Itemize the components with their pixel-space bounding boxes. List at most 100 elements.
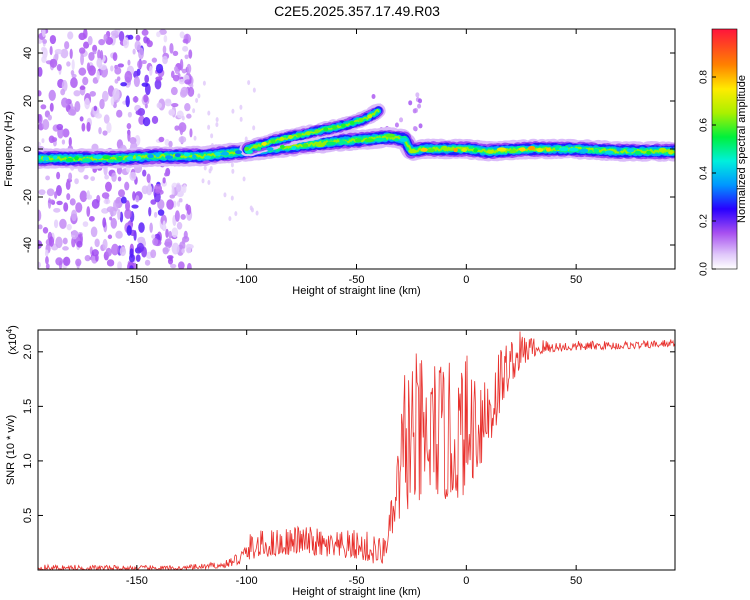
noise-cell: [59, 218, 67, 229]
noise-cell: [239, 116, 243, 122]
noise-cell: [230, 162, 234, 168]
spectrogram-ytick-label: 0: [22, 146, 34, 152]
noise-cell: [155, 63, 164, 74]
noise-cell: [174, 68, 180, 75]
noise-cell: [38, 261, 41, 268]
noise-cell: [117, 176, 122, 182]
colorbar-tick-label: 0.6: [699, 118, 710, 132]
ridge-peak: [569, 147, 579, 152]
noise-cell: [177, 261, 185, 269]
noise-cell: [84, 254, 91, 262]
noise-cell: [112, 88, 120, 100]
noise-cell: [117, 63, 125, 68]
noise-cell: [119, 211, 124, 223]
noise-cell: [157, 209, 165, 216]
noise-cell: [103, 33, 108, 42]
noise-cell: [207, 124, 211, 130]
noise-cell: [202, 80, 206, 86]
noise-cell: [127, 34, 134, 40]
noise-cell: [78, 67, 87, 76]
noise-cell: [171, 227, 179, 238]
noise-cell: [203, 165, 207, 171]
noise-cell: [82, 76, 89, 86]
noise-cell: [38, 66, 43, 77]
noise-cell: [166, 199, 174, 210]
noise-cell: [150, 249, 157, 259]
noise-cell: [79, 116, 84, 122]
noise-cell: [71, 59, 75, 71]
noise-cell: [112, 52, 118, 62]
ridge-peak: [38, 155, 42, 160]
noise-cell: [119, 246, 127, 257]
noise-cell: [234, 211, 238, 217]
ridge-peak: [354, 138, 362, 143]
colorbar-tick-label: 0.0: [699, 262, 710, 276]
ridge-peak: [52, 155, 58, 160]
noise-cell: [38, 224, 43, 230]
noise-cell: [415, 92, 420, 98]
noise-cell: [171, 242, 180, 255]
noise-cell: [135, 110, 142, 116]
spectrogram-y-axis-label: Frequency (Hz): [3, 111, 15, 187]
noise-cell: [181, 68, 187, 74]
noise-cell: [129, 265, 134, 269]
noise-cell: [132, 48, 136, 55]
noise-cell: [244, 136, 248, 142]
noise-cell: [60, 48, 69, 59]
noise-cell: [156, 102, 162, 109]
noise-cell: [102, 238, 108, 251]
colorbar-tick-label: 0.8: [699, 70, 710, 84]
noise-cell: [371, 93, 376, 99]
noise-cell: [148, 206, 152, 217]
spectrogram-xtick-label: 50: [570, 274, 582, 286]
noise-cell: [70, 77, 78, 89]
noise-cell: [142, 169, 147, 177]
noise-cell: [230, 195, 234, 201]
noise-cell: [40, 104, 47, 110]
noise-cell: [98, 127, 102, 135]
noise-cell: [242, 176, 246, 182]
noise-cell: [138, 47, 144, 60]
noise-cell: [88, 215, 95, 222]
noise-cell: [86, 62, 91, 72]
noise-cell: [162, 45, 167, 54]
upper-branch-peak: [314, 129, 320, 134]
ridge-peak: [646, 150, 652, 155]
noise-cell: [103, 198, 111, 205]
noise-cell: [79, 190, 88, 203]
noise-cell: [162, 55, 168, 65]
noise-cell: [174, 210, 180, 222]
noise-cell: [49, 102, 54, 112]
noise-cell: [144, 74, 150, 84]
noise-cell: [152, 237, 159, 246]
upper-branch-peak: [340, 123, 346, 128]
noise-cell: [149, 222, 153, 233]
ridge-peak: [74, 156, 79, 161]
noise-cell: [55, 257, 63, 266]
noise-cell: [141, 60, 147, 65]
ridge-peak: [116, 156, 123, 161]
ridge-peak: [279, 144, 285, 149]
noise-cell: [102, 130, 108, 136]
noise-cell: [99, 98, 105, 110]
ridge-peak: [174, 153, 181, 158]
noise-cell: [95, 254, 99, 262]
noise-cell: [110, 30, 119, 37]
ridge-peak: [545, 147, 551, 152]
spectrogram-chart: -150 -100 -50 0 50 -40 -20 0 20 40 Height of strai…: [3, 28, 676, 297]
noise-cell: [84, 97, 91, 110]
noise-cell: [146, 40, 153, 48]
noise-cell: [133, 76, 140, 88]
noise-cell: [394, 122, 399, 128]
noise-cell: [68, 136, 72, 147]
noise-cell: [94, 238, 100, 248]
noise-cell: [187, 86, 195, 97]
noise-cell: [164, 238, 173, 249]
noise-cell: [184, 103, 191, 112]
colorbar-scale: [711, 28, 738, 270]
noise-cell: [158, 29, 167, 35]
noise-cell: [181, 248, 186, 254]
noise-cell: [124, 208, 132, 220]
noise-cell: [67, 31, 74, 40]
noise-cell: [55, 236, 63, 249]
